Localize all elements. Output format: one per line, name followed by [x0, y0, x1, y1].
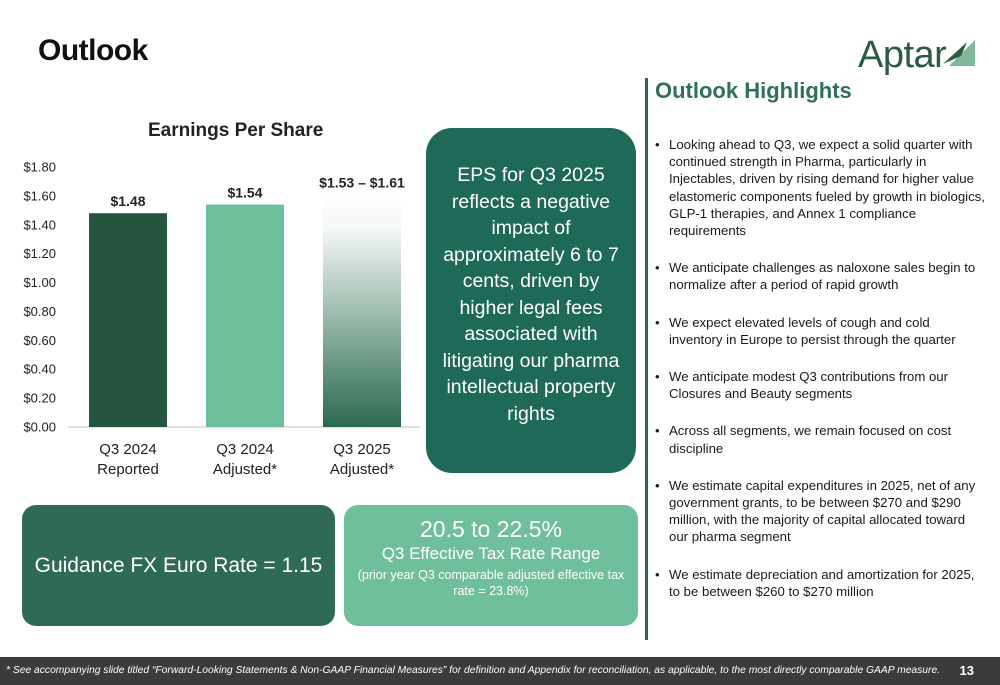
- page-title: Outlook: [38, 34, 148, 67]
- highlights-title: Outlook Highlights: [655, 78, 852, 103]
- logo-wordmark: Aptar: [858, 34, 947, 76]
- y-tick-label: $1.00: [23, 275, 56, 290]
- y-tick-label: $1.80: [23, 160, 56, 175]
- highlight-item: We expect elevated levels of cough and c…: [655, 314, 985, 348]
- page-number: 13: [959, 663, 974, 678]
- highlights-list: Looking ahead to Q3, we expect a solid q…: [655, 136, 985, 620]
- chart-title: Earnings Per Share: [148, 120, 324, 141]
- logo-leaf-icon: [943, 40, 975, 66]
- section-divider: [645, 78, 648, 640]
- eps-bar-chart: $0.00 $0.20 $0.40 $0.60 $0.80 $1.00 $1.20 $1.40…: [23, 160, 420, 478]
- data-label: $1.53 – $1.61: [319, 174, 405, 190]
- highlight-item: We estimate capital expenditures in 2025…: [655, 477, 985, 546]
- tax-rate-note: (prior year Q3 comparable adjusted effec…: [357, 568, 625, 598]
- highlight-item: We anticipate challenges as naloxone sal…: [655, 259, 985, 293]
- x-tick-label: Q3 2025: [333, 441, 391, 458]
- x-tick-label: Adjusted*: [330, 461, 394, 478]
- highlight-item: Looking ahead to Q3, we expect a solid q…: [655, 136, 985, 239]
- y-tick-label: $1.60: [23, 188, 56, 203]
- x-tick-label: Q3 2024: [99, 441, 157, 458]
- bar: [206, 204, 284, 427]
- x-tick-label: Q3 2024: [216, 441, 274, 458]
- x-tick-label: Adjusted*: [213, 461, 277, 478]
- y-tick-label: $1.40: [23, 217, 56, 232]
- y-tick-label: $0.60: [23, 333, 56, 348]
- highlight-item: We estimate depreciation and amortizatio…: [655, 566, 985, 600]
- x-tick-label: Reported: [97, 461, 159, 478]
- y-tick-label: $1.20: [23, 246, 56, 261]
- tax-rate-range: 20.5 to 22.5%: [420, 516, 562, 542]
- data-label: $1.48: [110, 193, 145, 209]
- bar: [323, 194, 401, 427]
- footnote: * See accompanying slide titled “Forward…: [6, 665, 941, 676]
- fx-rate-box: Guidance FX Euro Rate = 1.15: [22, 505, 335, 626]
- highlight-item: Across all segments, we remain focused o…: [655, 422, 985, 456]
- data-label: $1.54: [227, 185, 262, 201]
- company-logo: Aptar: [858, 34, 978, 80]
- y-tick-label: $0.20: [23, 391, 56, 406]
- y-tick-label: $0.40: [23, 362, 56, 377]
- tax-rate-label: Q3 Effective Tax Rate Range: [381, 544, 601, 563]
- bar: [89, 213, 167, 427]
- footer-bar: * See accompanying slide titled “Forward…: [0, 657, 1000, 685]
- y-tick-label: $0.80: [23, 304, 56, 319]
- highlight-item: We anticipate modest Q3 contributions fr…: [655, 368, 985, 402]
- eps-impact-callout: EPS for Q3 2025 reflects a negative impa…: [426, 128, 636, 473]
- y-tick-label: $0.00: [23, 420, 56, 435]
- tax-rate-box: 20.5 to 22.5% Q3 Effective Tax Rate Rang…: [344, 505, 638, 626]
